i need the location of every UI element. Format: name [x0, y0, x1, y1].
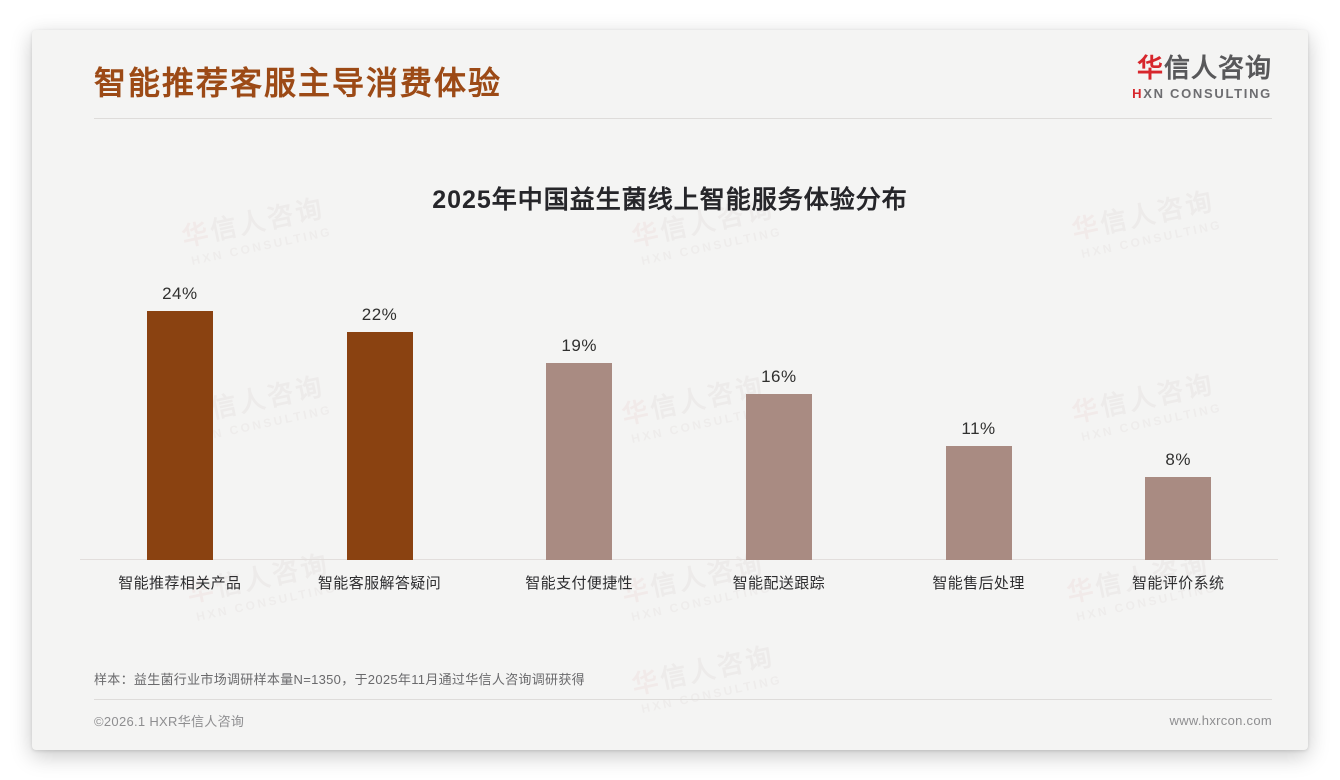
bar-group: 22% 智能客服解答疑问 [280, 260, 480, 592]
logo-cn-red: 华 [1136, 53, 1164, 83]
category-label: 智能售后处理 [932, 575, 1025, 592]
logo-en-rest: XN CONSULTING [1143, 85, 1272, 101]
logo-cn-rest: 信人咨询 [1163, 53, 1272, 83]
slide-header: 智能推荐客服主导消费体验 华信人咨询 HXN CONSULTING [32, 30, 1308, 118]
copyright-text: ©2026.1 HXR华信人咨询 [94, 713, 245, 729]
chart-title: 2025年中国益生菌线上智能服务体验分布 [432, 186, 908, 214]
bar-group: 16% 智能配送跟踪 [679, 260, 879, 592]
slide-card: 华信人咨询 HXN CONSULTING 华信人咨询 HXN CONSULTIN… [32, 30, 1308, 750]
watermark-cn-red: 华 [629, 664, 664, 701]
bar[interactable] [745, 393, 812, 560]
bar[interactable] [1145, 476, 1212, 560]
category-label: 智能推荐相关产品 [118, 575, 242, 592]
sample-footnote: 样本：益生菌行业市场调研样本量N=1350，于2025年11月通过华信人咨询调研… [94, 672, 585, 687]
bar-group: 8% 智能评价系统 [1078, 260, 1278, 592]
slide-footer: ©2026.1 HXR华信人咨询 www.hxrcon.com [94, 708, 1272, 732]
category-label: 智能配送跟踪 [732, 575, 826, 592]
x-axis-line [80, 559, 1278, 560]
logo-chinese-text: 华信人咨询 [1132, 54, 1272, 83]
bar-value-label: 11% [961, 418, 996, 438]
bar[interactable] [346, 331, 413, 560]
page-title: 智能推荐客服主导消费体验 [94, 65, 503, 101]
footer-divider [94, 699, 1272, 700]
logo-english-text: HXN CONSULTING [1132, 86, 1272, 101]
category-label: 智能支付便捷性 [525, 575, 634, 592]
bar-chart-plot: 24% 智能推荐相关产品 22% 智能客服解答疑问 19% 智能支付便捷性 16% 智能配送跟… [80, 260, 1278, 592]
header-divider [94, 118, 1272, 119]
bar-series: 24% 智能推荐相关产品 22% 智能客服解答疑问 19% 智能支付便捷性 16% 智能配送跟… [80, 260, 1278, 592]
category-label: 智能评价系统 [1131, 575, 1225, 592]
category-label: 智能客服解答疑问 [317, 575, 442, 592]
bar-value-label: 24% [162, 283, 198, 303]
company-logo: 华信人咨询 HXN CONSULTING [1132, 54, 1272, 101]
bar-group: 24% 智能推荐相关产品 [80, 260, 280, 592]
bar-group: 19% 智能支付便捷性 [479, 260, 679, 592]
bar-value-label: 22% [361, 304, 398, 324]
bar-group: 11% 智能售后处理 [879, 260, 1079, 592]
bar-value-label: 16% [761, 366, 797, 386]
bar-value-label: 8% [1165, 449, 1191, 469]
bar[interactable] [146, 310, 213, 560]
bar[interactable] [945, 445, 1012, 560]
bar-value-label: 19% [561, 335, 597, 355]
website-url[interactable]: www.hxrcon.com [1169, 712, 1272, 728]
chart-container: 2025年中国益生菌线上智能服务体验分布 24% 智能推荐相关产品 22% 智能客服解… [32, 130, 1308, 670]
logo-en-red: H [1132, 85, 1144, 101]
bar[interactable] [546, 362, 613, 560]
